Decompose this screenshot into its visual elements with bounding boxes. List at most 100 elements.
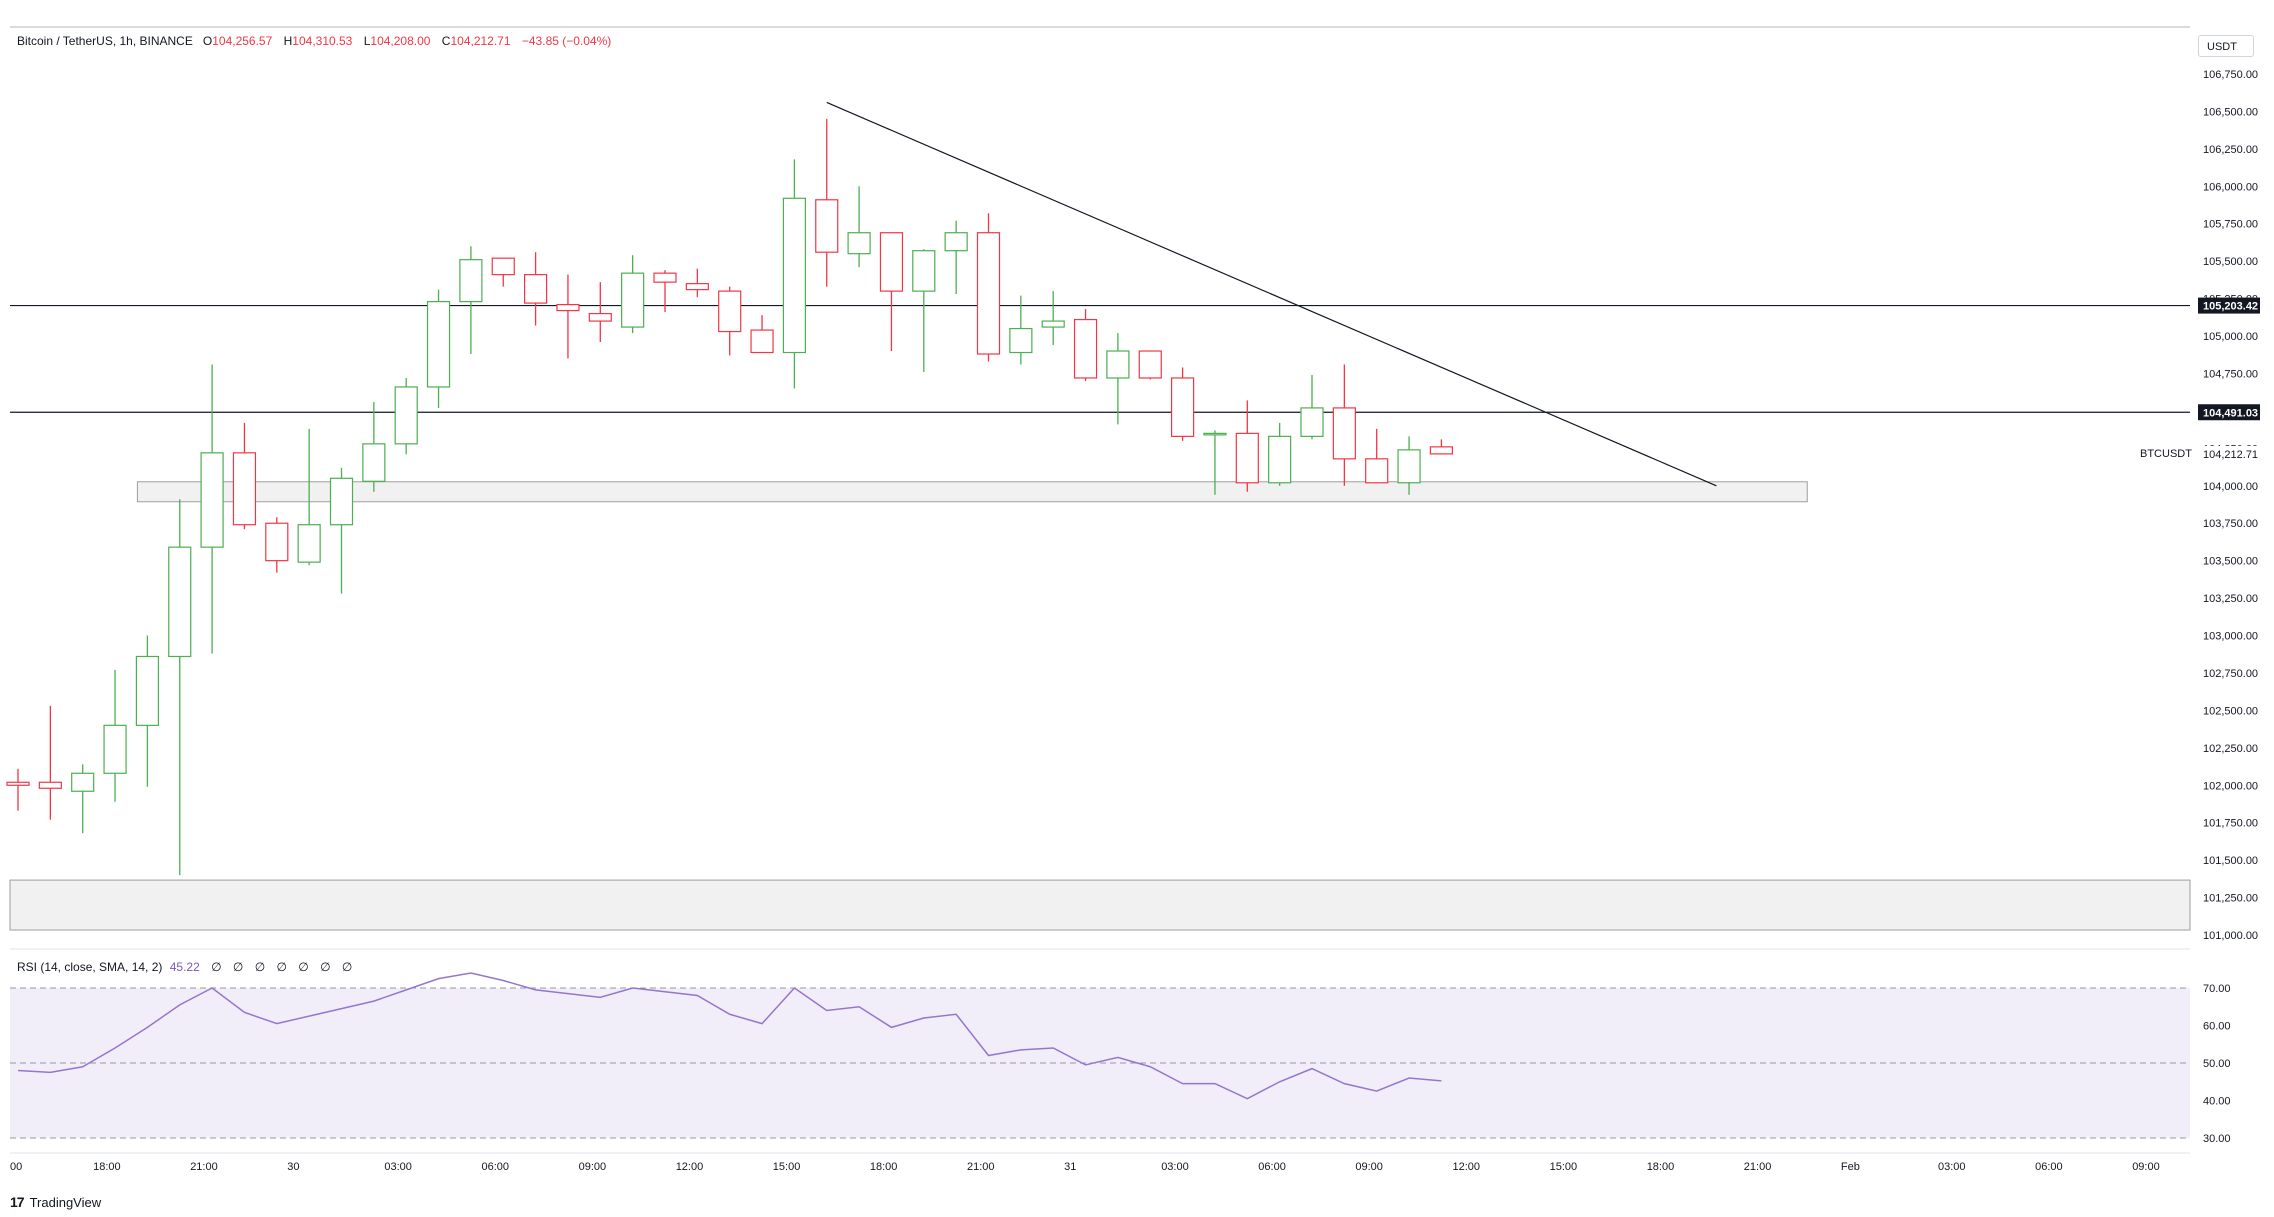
candle-7 xyxy=(200,364,224,654)
candle-29 xyxy=(912,249,936,372)
candle-body xyxy=(685,283,709,291)
candle-34 xyxy=(1073,309,1098,381)
price-tick-label: 106,000.00 xyxy=(2203,181,2258,193)
time-tick-label: 21:00 xyxy=(1744,1161,1772,1173)
change-value: −43.85 (−0.04%) xyxy=(521,34,612,48)
candle-39 xyxy=(1235,400,1259,492)
candle-body xyxy=(38,781,62,789)
candle-body xyxy=(265,522,289,562)
price-tick-label: 101,000.00 xyxy=(2203,930,2258,942)
candle-body xyxy=(1397,449,1421,484)
rsi-header: RSI (14, close, SMA, 14, 2) 45.22 ∅ ∅ ∅ … xyxy=(17,960,352,974)
candle-28 xyxy=(879,232,904,352)
price-tick-label: 103,000.00 xyxy=(2203,631,2258,643)
symbol-header: Bitcoin / TetherUS, 1h, BINANCE O104,256… xyxy=(17,34,619,48)
time-tick-label: 18:00 xyxy=(93,1161,121,1173)
candle-body xyxy=(912,250,936,292)
price-tick-label: 106,750.00 xyxy=(2203,69,2258,81)
rsi-null-3: ∅ xyxy=(254,960,266,974)
candle-44 xyxy=(1397,436,1421,495)
candle-body xyxy=(944,232,968,252)
rsi-null-2: ∅ xyxy=(232,960,244,974)
candle-4 xyxy=(103,669,127,802)
time-tick-label: 21:00 xyxy=(190,1161,218,1173)
time-tick-label: 21:00 xyxy=(967,1161,995,1173)
candle-22 xyxy=(685,268,709,298)
price-tick-label: 104,000.00 xyxy=(2203,481,2258,493)
candle-3 xyxy=(71,764,95,834)
time-tick-label: 03:00 xyxy=(1161,1161,1189,1173)
candle-35 xyxy=(1106,333,1130,425)
time-tick-label: 30 xyxy=(287,1161,299,1173)
candle-body xyxy=(879,232,904,292)
price-tick-label: 106,500.00 xyxy=(2203,106,2258,118)
time-tick-label: 15:00 xyxy=(1550,1161,1578,1173)
candle-body xyxy=(621,272,645,328)
price-axis: 101,000.00 101,250.00 101,500.00 101,750.00… xyxy=(2198,69,2260,942)
close-value: 104,212.71 xyxy=(450,34,511,48)
candle-body xyxy=(1268,435,1292,484)
candle-body xyxy=(459,259,483,303)
candle-body xyxy=(1170,377,1195,437)
candle-41 xyxy=(1300,374,1324,440)
candle-body xyxy=(847,232,871,255)
price-tick-label: 103,250.00 xyxy=(2203,593,2258,605)
candle-body xyxy=(200,452,224,548)
candle-body xyxy=(588,312,612,322)
candle-body xyxy=(523,274,548,304)
candle-38 xyxy=(1203,430,1227,495)
time-tick-label: 12:00 xyxy=(676,1161,704,1173)
time-tick-label: 09:00 xyxy=(1355,1161,1383,1173)
candle-body xyxy=(750,329,774,354)
line-price-badge: 105,203.42 xyxy=(2203,301,2258,313)
time-tick-label: 18:00 xyxy=(870,1161,898,1173)
rsi-label[interactable]: RSI (14, close, SMA, 14, 2) xyxy=(17,960,163,974)
candle-body xyxy=(426,301,451,388)
rsi-null-5: ∅ xyxy=(298,960,309,974)
rsi-null-6: ∅ xyxy=(320,960,331,974)
time-tick-label: Feb xyxy=(1841,1161,1860,1173)
candle-body xyxy=(135,655,159,726)
candle-19 xyxy=(588,282,612,343)
candle-body xyxy=(1106,350,1130,379)
candle-body xyxy=(1009,327,1033,354)
candle-8 xyxy=(232,422,257,530)
currency-selector[interactable]: USDT xyxy=(2198,35,2254,57)
candle-body xyxy=(297,524,321,563)
zone-rect-2 xyxy=(9,879,2191,931)
candle-43 xyxy=(1365,428,1389,484)
candle-body xyxy=(1429,446,1454,455)
candle-12 xyxy=(362,401,386,492)
candle-body xyxy=(168,546,192,658)
price-pane xyxy=(6,26,2191,1154)
price-tick-label: 103,500.00 xyxy=(2203,556,2258,568)
candle-body xyxy=(1365,458,1389,484)
candle-20 xyxy=(621,255,645,334)
high-label: H xyxy=(283,34,293,48)
price-tick-label: 102,250.00 xyxy=(2203,743,2258,755)
symbol-title[interactable]: Bitcoin / TetherUS, 1h, BINANCE xyxy=(17,34,193,48)
price-tick-label: 105,500.00 xyxy=(2203,256,2258,268)
candle-body xyxy=(1041,320,1065,328)
candle-42 xyxy=(1332,364,1356,486)
time-tick-label: 00 xyxy=(10,1161,22,1173)
rsi-line xyxy=(17,972,1442,1100)
candle-body xyxy=(1138,350,1162,379)
time-tick-label: 12:00 xyxy=(1453,1161,1481,1173)
rsi-tick-label: 50.00 xyxy=(2203,1058,2231,1070)
close-label: C xyxy=(441,34,451,48)
candle-6 xyxy=(168,499,192,876)
candle-body xyxy=(718,290,742,333)
candle-body xyxy=(1203,432,1227,436)
line-price-badge-bg xyxy=(2198,404,2260,421)
time-tick-label: 03:00 xyxy=(1938,1161,1966,1173)
tradingview-logo[interactable]: 17 TradingView xyxy=(10,1194,101,1210)
candle-body xyxy=(1073,318,1098,379)
time-tick-label: 06:00 xyxy=(1258,1161,1286,1173)
candle-26 xyxy=(815,118,839,287)
candle-23 xyxy=(718,286,742,356)
price-tick-label: 101,250.00 xyxy=(2203,893,2258,905)
candle-27 xyxy=(847,186,871,268)
candle-21 xyxy=(653,270,677,313)
